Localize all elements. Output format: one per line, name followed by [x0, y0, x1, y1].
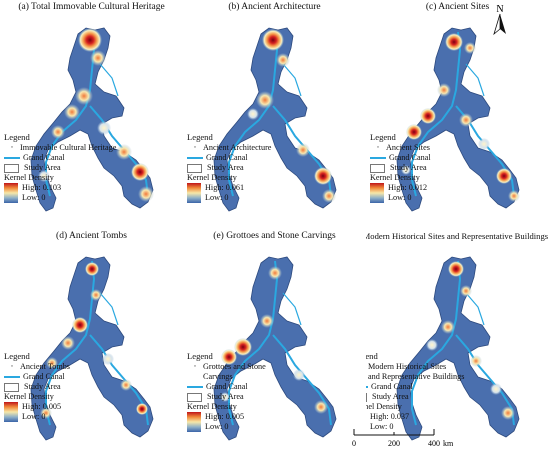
kd-title: Kernel Density	[4, 173, 54, 182]
study-area-symbol	[366, 393, 367, 402]
density-ramp	[187, 412, 201, 432]
legend-title: Legend	[187, 132, 213, 142]
legend-canal-label: Grand Canal	[389, 153, 431, 162]
legend-canal-label: Grand Canal	[206, 382, 248, 391]
map-legend: Legend · Ancient Sites Grand Canal Study …	[370, 132, 431, 203]
legend-point-label-cont: and Representative Buildings	[368, 372, 465, 381]
kd-low: Low: 0	[388, 193, 412, 202]
kd-high: High: 0.037	[370, 412, 410, 421]
study-area-symbol	[370, 164, 385, 173]
legend-study-area-label: Study Area	[372, 392, 409, 401]
legend-point-label: Ancient Sites	[386, 143, 430, 152]
kd-title: Kernel Density	[187, 173, 237, 182]
panel-e: (e) Grottoes and Stone Carvings Legend ·…	[183, 229, 366, 457]
density-map	[30, 27, 154, 212]
density-ramp	[187, 183, 201, 203]
kd-low: Low: 0	[22, 412, 46, 421]
north-label: N	[496, 4, 503, 15]
kd-low: Low: 0	[22, 193, 46, 202]
kd-low: Low: 0	[205, 422, 229, 431]
density-ramp	[370, 183, 384, 203]
density-map	[213, 27, 337, 212]
density-map	[30, 256, 154, 441]
density-map	[396, 256, 520, 441]
point-symbol: ·	[193, 361, 197, 371]
legend-point-label: Ancient Architecture	[203, 143, 272, 152]
map-legend: Legend · Ancient Tombs Grand Canal Study …	[4, 351, 70, 422]
legend-point-label-cont: Carvings	[203, 372, 233, 381]
scale-bar-graphic: 0 200 400 km	[352, 429, 454, 448]
map-legend: Legend · Immovable Cultural Heritage Gran…	[4, 132, 116, 203]
scale-tick-400: 400	[428, 439, 440, 448]
legend-point-label: Grottoes and Stone	[203, 362, 266, 371]
legend-title: Legend	[4, 351, 30, 361]
kd-low: Low: 0	[370, 422, 394, 431]
legend-title: Legend	[187, 351, 213, 361]
panel-title: (b) Ancient Architecture	[228, 2, 321, 12]
legend-point-label: Modern Historical Sites	[368, 362, 447, 371]
panel-title: (c) Ancient Sites	[425, 2, 490, 12]
panel-title: (f) Modern Historical Sites and Represen…	[366, 231, 549, 241]
map-legend: Legend · Grottoes and Stone Carvings Gran…	[187, 351, 266, 432]
canal-symbol	[187, 157, 203, 159]
legend-title: Legend	[366, 351, 378, 361]
canal-symbol	[4, 157, 20, 159]
kd-low: Low: 0	[205, 193, 229, 202]
legend-study-area-label: Study Area	[24, 382, 61, 391]
study-area-symbol	[4, 383, 19, 392]
legend-study-area-label: Study Area	[24, 163, 61, 172]
panel-title: (e) Grottoes and Stone Carvings	[213, 231, 336, 241]
legend-point-label: Ancient Tombs	[20, 362, 70, 371]
kd-title: Kernel Density	[4, 392, 54, 401]
kd-high: High: 0.061	[205, 183, 245, 192]
kd-title: Kernel Density	[366, 402, 402, 411]
canal-symbol	[366, 386, 368, 388]
kd-title: Kernel Density	[370, 173, 420, 182]
panel-title: (a) Total Immovable Cultural Heritage	[18, 2, 165, 12]
study-area-symbol	[187, 393, 202, 402]
density-ramp	[4, 402, 18, 422]
legend-canal-label: Grand Canal	[206, 153, 248, 162]
legend-point-label: Immovable Cultural Heritage	[20, 143, 117, 152]
legend-canal-label: Grand Canal	[371, 382, 413, 391]
kd-high: High: 0.012	[388, 183, 428, 192]
panel-d: (d) Ancient Tombs Legend · Ancient Tombs …	[0, 229, 183, 457]
point-symbol: ·	[10, 142, 14, 152]
kd-high: High: 0.103	[22, 183, 62, 192]
scale-bar: 0 200 400 km	[350, 427, 470, 458]
point-symbol: ·	[193, 142, 197, 152]
legend-study-area-label: Study Area	[390, 163, 427, 172]
canal-symbol	[370, 157, 386, 159]
density-map	[213, 256, 337, 441]
canal-symbol	[4, 376, 20, 378]
panel-a: (a) Total Immovable Cultural Heritage Le…	[0, 0, 183, 228]
scale-tick-200: 200	[388, 439, 400, 448]
density-map	[396, 27, 520, 212]
density-ramp	[4, 183, 18, 203]
canal-symbol	[187, 386, 203, 388]
map-legend: Legend ·Modern Historical Sites and Repr…	[366, 351, 464, 432]
kd-high: High: 0.005	[205, 412, 245, 421]
legend-study-area-label: Study Area	[207, 392, 244, 401]
point-symbol: ·	[376, 142, 380, 152]
scale-tick-0: 0	[352, 439, 356, 448]
legend-title: Legend	[370, 132, 396, 142]
study-area-symbol	[4, 164, 19, 173]
panel-f: (f) Modern Historical Sites and Represen…	[366, 229, 549, 457]
kd-title: Kernel Density	[187, 402, 237, 411]
panel-b: (b) Ancient Architecture Legend · Ancient…	[183, 0, 366, 228]
north-arrow-icon: N	[493, 4, 506, 36]
legend-canal-label: Grand Canal	[23, 153, 65, 162]
legend-title: Legend	[4, 132, 30, 142]
kd-high: High: 0.005	[22, 402, 62, 411]
panel-c: (c) Ancient Sites Legend · Ancient Sites …	[366, 0, 549, 228]
legend-canal-label: Grand Canal	[23, 372, 65, 381]
point-symbol: ·	[10, 361, 14, 371]
legend-study-area-label: Study Area	[207, 163, 244, 172]
map-legend: Legend · Ancient Architecture Grand Canal…	[187, 132, 271, 203]
north-arrow: N	[488, 2, 512, 41]
panel-title: (d) Ancient Tombs	[56, 231, 127, 241]
scale-unit: km	[443, 439, 454, 448]
study-area-symbol	[187, 164, 202, 173]
